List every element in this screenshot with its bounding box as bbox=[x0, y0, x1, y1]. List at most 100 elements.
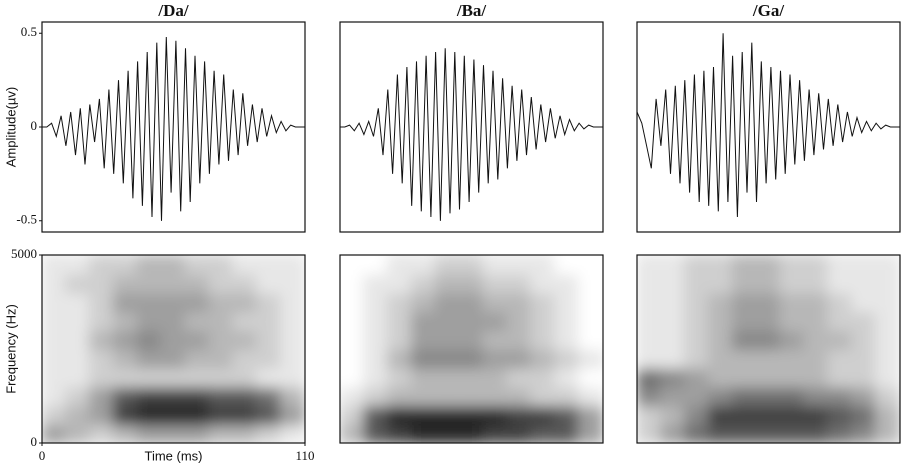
waveform bbox=[340, 48, 603, 221]
cell bbox=[875, 366, 900, 388]
cell bbox=[184, 310, 211, 332]
cell bbox=[851, 404, 878, 426]
panel-title: /Da/ bbox=[157, 1, 189, 20]
cell bbox=[136, 291, 163, 313]
cell bbox=[659, 423, 686, 443]
cell bbox=[184, 272, 211, 294]
cell bbox=[340, 423, 365, 443]
cell bbox=[659, 385, 686, 407]
cell bbox=[851, 291, 878, 313]
cell bbox=[482, 255, 509, 275]
cell bbox=[851, 329, 878, 350]
spectrogram-cells bbox=[340, 255, 603, 443]
panel-frame bbox=[339, 21, 604, 233]
cell bbox=[232, 404, 259, 426]
cell bbox=[434, 348, 461, 369]
cell bbox=[112, 329, 139, 350]
cell bbox=[707, 385, 734, 407]
cell bbox=[208, 385, 235, 407]
cell bbox=[410, 385, 437, 407]
cell bbox=[683, 385, 710, 407]
cell bbox=[88, 348, 115, 369]
cell bbox=[136, 272, 163, 294]
cell bbox=[482, 385, 509, 407]
cell bbox=[755, 272, 782, 294]
cell bbox=[340, 329, 365, 350]
cell bbox=[112, 348, 139, 369]
cell bbox=[160, 255, 187, 275]
cell bbox=[779, 423, 806, 443]
cell bbox=[875, 310, 900, 332]
cell bbox=[410, 310, 437, 332]
cell bbox=[112, 310, 139, 332]
cell bbox=[136, 404, 163, 426]
cell bbox=[707, 291, 734, 313]
cell bbox=[256, 348, 283, 369]
cell bbox=[136, 385, 163, 407]
cell bbox=[707, 329, 734, 350]
cell bbox=[160, 291, 187, 313]
cell bbox=[280, 385, 305, 407]
cell bbox=[386, 404, 413, 426]
cell bbox=[827, 366, 854, 388]
cell bbox=[112, 404, 139, 426]
x-tick-label: 0 bbox=[39, 448, 46, 463]
cell bbox=[64, 272, 91, 294]
cell bbox=[683, 329, 710, 350]
spectrogram bbox=[637, 255, 900, 443]
cell bbox=[434, 272, 461, 294]
cell bbox=[208, 348, 235, 369]
cell bbox=[184, 255, 211, 275]
cell bbox=[208, 329, 235, 350]
cell bbox=[803, 255, 830, 275]
cell bbox=[208, 366, 235, 388]
spectrogram-cells bbox=[42, 255, 305, 443]
cell bbox=[64, 366, 91, 388]
cell bbox=[482, 348, 509, 369]
cell bbox=[42, 272, 67, 294]
cell bbox=[458, 404, 485, 426]
cell bbox=[731, 366, 758, 388]
cell bbox=[434, 310, 461, 332]
cell bbox=[256, 385, 283, 407]
cell bbox=[755, 310, 782, 332]
cell bbox=[410, 255, 437, 275]
cell bbox=[875, 255, 900, 275]
cell bbox=[280, 272, 305, 294]
cell bbox=[280, 329, 305, 350]
cell bbox=[683, 255, 710, 275]
cell bbox=[280, 310, 305, 332]
cell bbox=[755, 385, 782, 407]
cell bbox=[530, 385, 557, 407]
cell bbox=[637, 310, 662, 332]
cell bbox=[827, 385, 854, 407]
cell bbox=[755, 255, 782, 275]
cell bbox=[707, 310, 734, 332]
panel-frame bbox=[41, 254, 306, 444]
cell bbox=[506, 255, 533, 275]
cell bbox=[340, 310, 365, 332]
cell bbox=[578, 255, 603, 275]
cell bbox=[827, 310, 854, 332]
cell bbox=[755, 404, 782, 426]
cell bbox=[530, 329, 557, 350]
cell bbox=[362, 291, 389, 313]
cell bbox=[827, 329, 854, 350]
cell bbox=[707, 423, 734, 443]
cell bbox=[755, 423, 782, 443]
cell bbox=[554, 329, 581, 350]
cell bbox=[232, 310, 259, 332]
cell bbox=[731, 310, 758, 332]
cell bbox=[731, 291, 758, 313]
cell bbox=[184, 291, 211, 313]
cell bbox=[731, 255, 758, 275]
cell bbox=[232, 291, 259, 313]
cell bbox=[659, 291, 686, 313]
cell bbox=[683, 423, 710, 443]
cell bbox=[280, 255, 305, 275]
cell bbox=[554, 385, 581, 407]
cell bbox=[755, 291, 782, 313]
cell bbox=[362, 348, 389, 369]
cell bbox=[659, 272, 686, 294]
cell bbox=[280, 348, 305, 369]
